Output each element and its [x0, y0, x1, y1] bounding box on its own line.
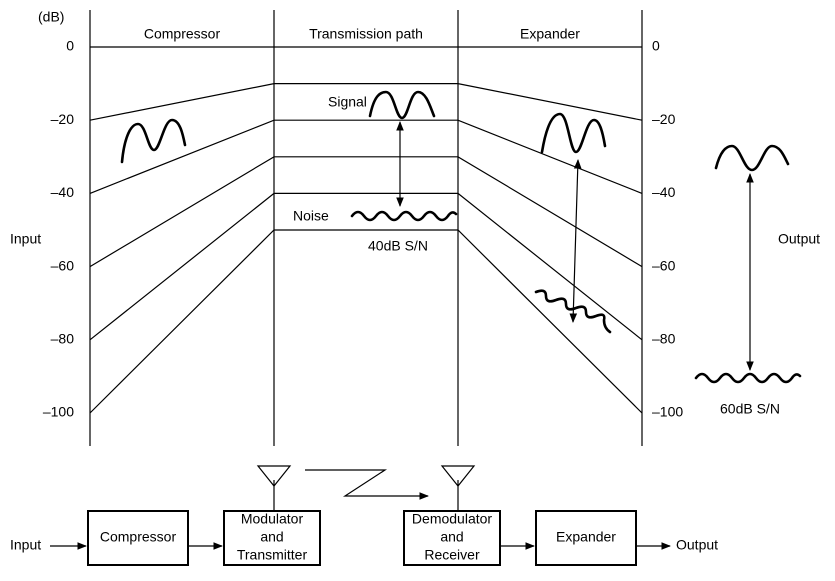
block-diagram: Input Output [10, 465, 718, 566]
flow-output: Output [676, 537, 718, 553]
column-title: Transmission path [309, 26, 423, 42]
input-label: Input [10, 231, 41, 247]
output-label: Output [778, 231, 820, 247]
block-label: and [440, 529, 463, 545]
block-label: Demodulator [412, 511, 492, 527]
scale-label: –80 [652, 331, 676, 347]
waves [120, 90, 802, 384]
sn-arrows [396, 121, 754, 371]
sn-label: 60dB S/N [720, 401, 780, 417]
frame [89, 10, 643, 446]
level-line [89, 83, 643, 121]
column-title: Expander [520, 26, 580, 42]
scale-label: –100 [43, 404, 74, 420]
column-title: Compressor [144, 26, 221, 42]
signal-label: Signal [328, 94, 367, 110]
unit: (dB) [38, 9, 64, 25]
scale-label: –20 [652, 111, 676, 127]
block-label: Expander [556, 529, 616, 545]
noise-label: Noise [293, 208, 329, 224]
scale-label: –40 [652, 184, 676, 200]
scale-label: –60 [652, 257, 676, 273]
sn-label: 40dB S/N [368, 238, 428, 254]
block-label: Compressor [100, 529, 177, 545]
flow-input: Input [10, 537, 41, 553]
scale-label: –40 [51, 184, 75, 200]
scale-label: –20 [51, 111, 75, 127]
block-label: Transmitter [237, 547, 308, 563]
scale-label: 0 [66, 38, 74, 54]
block-label: Receiver [424, 547, 480, 563]
scale-label: 0 [652, 38, 660, 54]
level-line [89, 192, 643, 341]
scale-label: –80 [51, 331, 75, 347]
block-label: Modulator [241, 511, 304, 527]
level-line [89, 156, 643, 268]
block-label: and [260, 529, 283, 545]
level-line [89, 119, 643, 194]
scale-label: –60 [51, 257, 75, 273]
scale-label: –100 [652, 404, 683, 420]
level-line [89, 229, 643, 414]
